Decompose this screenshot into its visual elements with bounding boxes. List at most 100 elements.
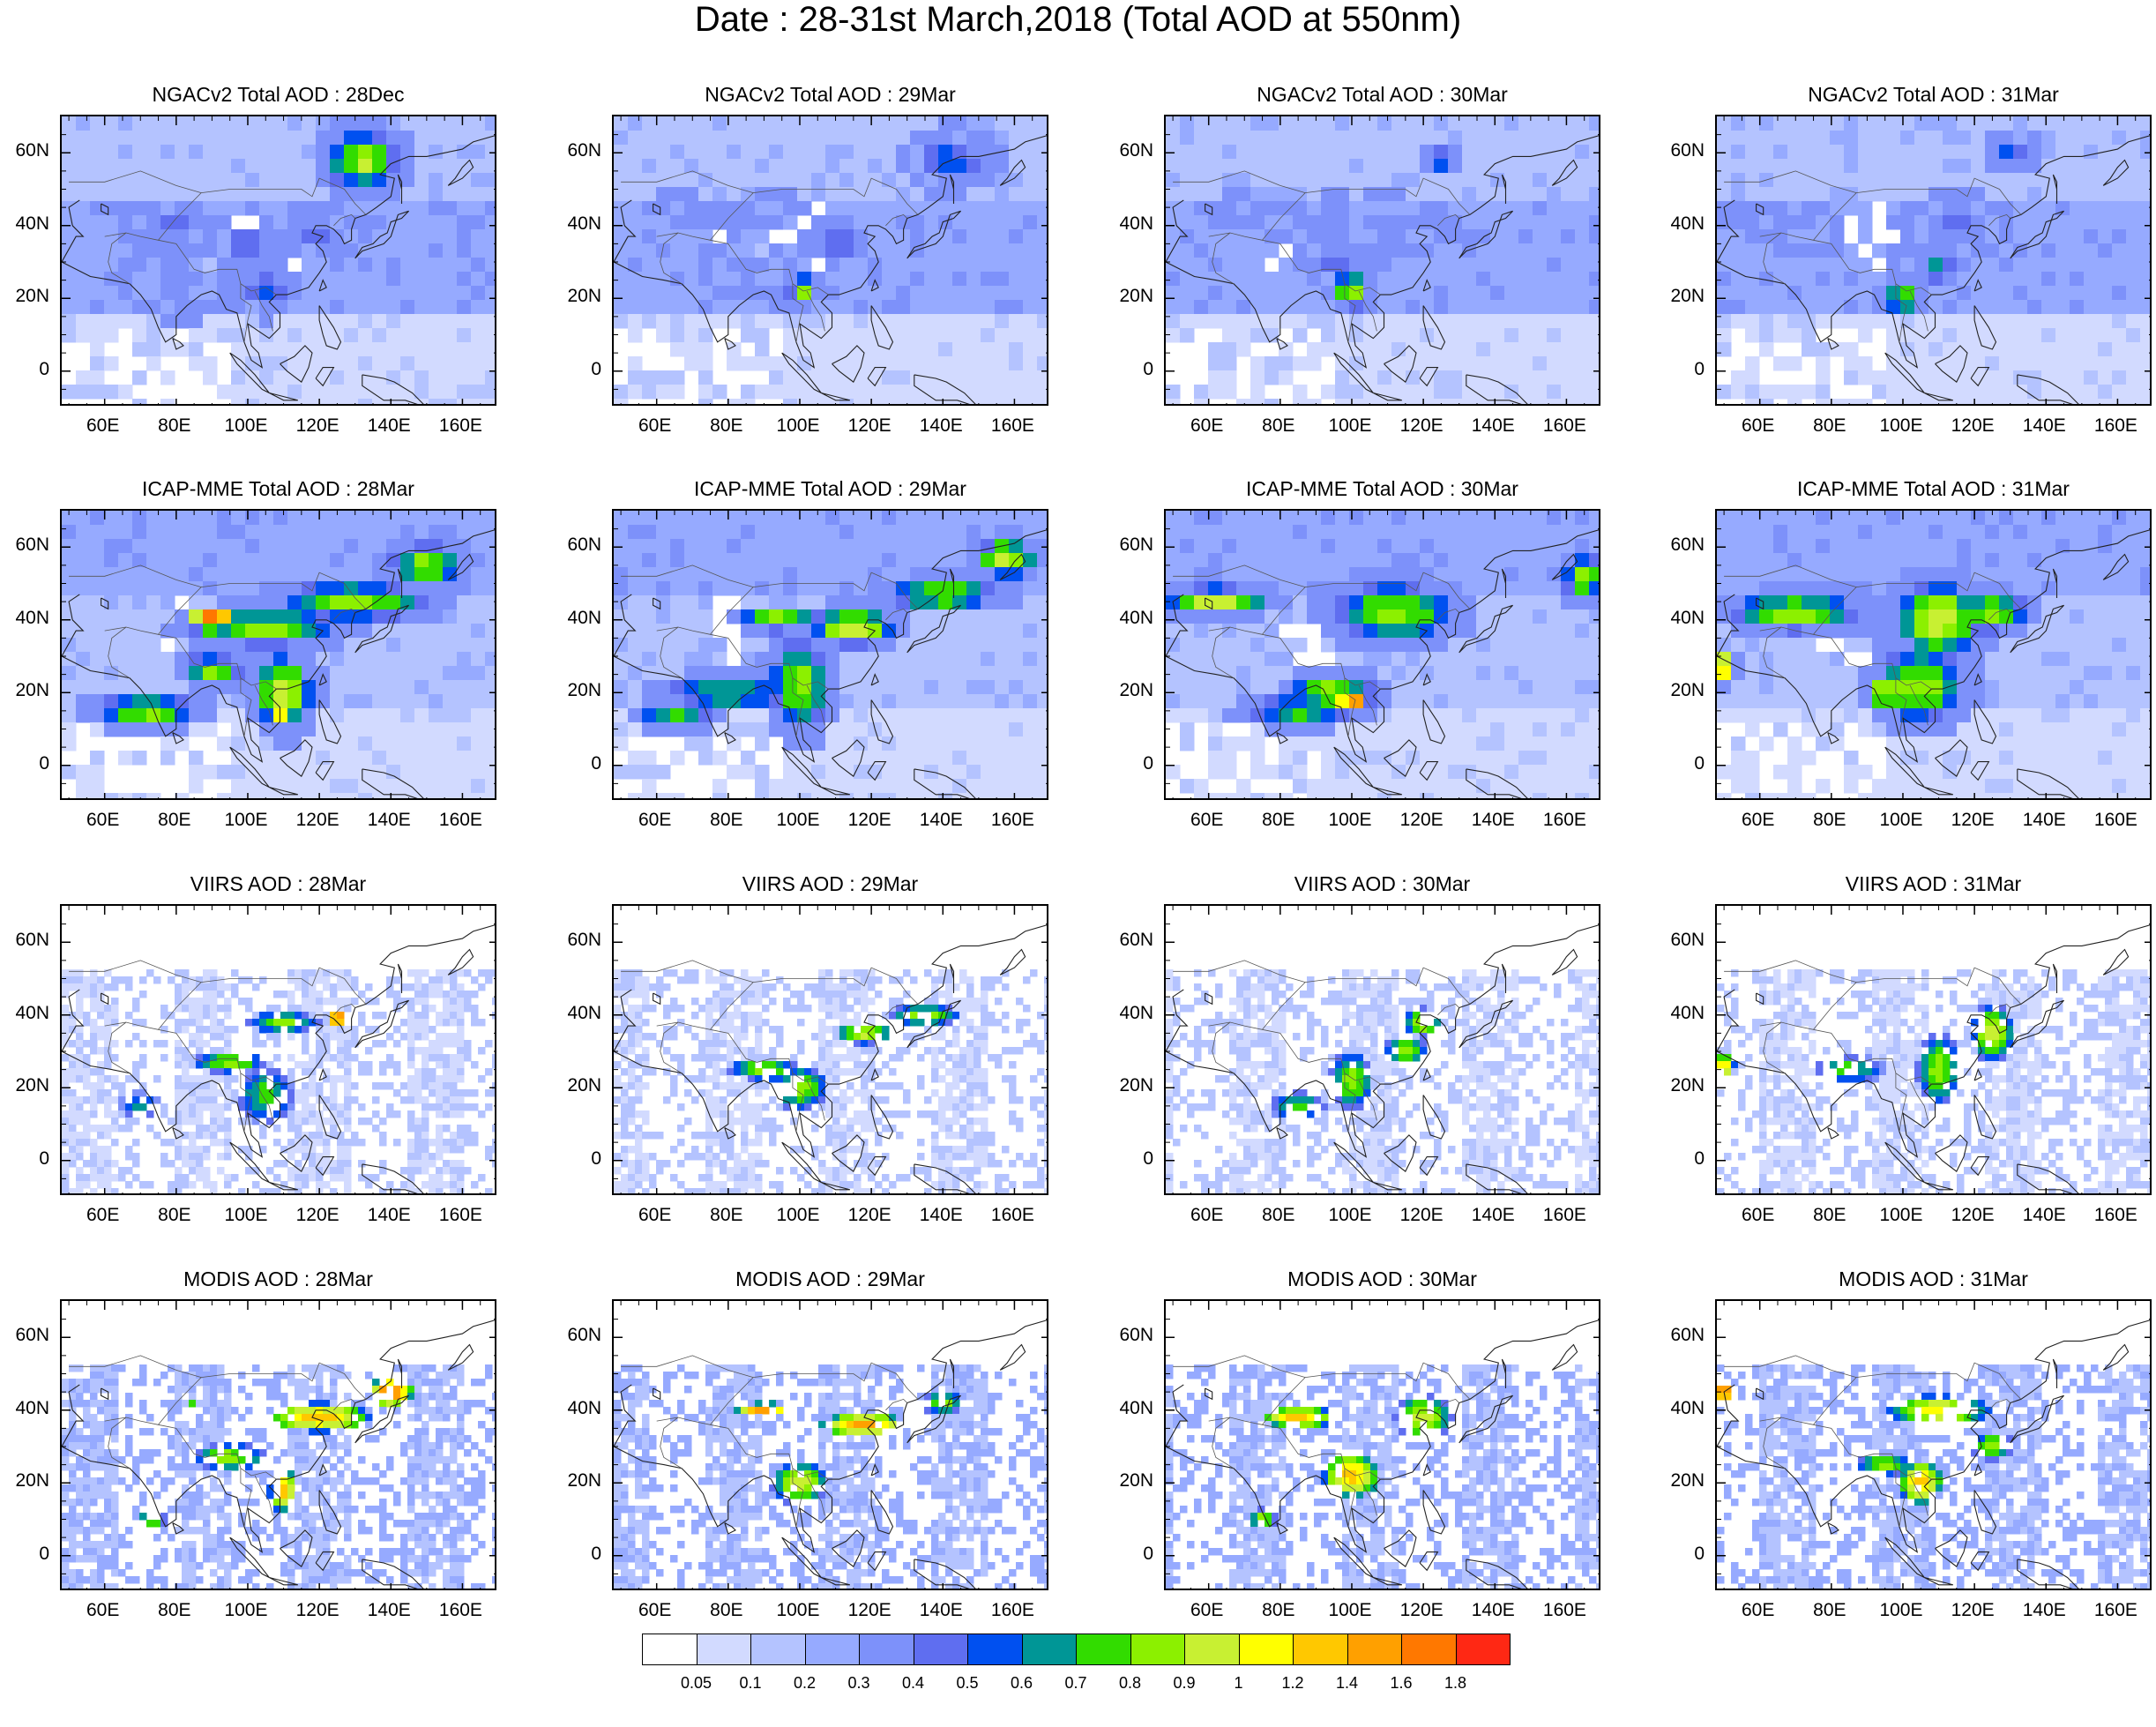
- lat-tick-label: 0: [591, 1543, 601, 1564]
- lat-tick-label: 40N: [1119, 1002, 1153, 1023]
- coastline: [362, 1559, 424, 1589]
- coastline: [2010, 604, 2064, 654]
- country-border: [806, 684, 825, 726]
- coastline: [280, 1529, 313, 1567]
- country-border: [660, 1417, 683, 1469]
- coastline: [280, 1134, 313, 1172]
- country-border: [254, 290, 273, 332]
- colorbar-label: 0.3: [847, 1674, 870, 1692]
- coastline: [397, 568, 403, 598]
- country-border: [885, 608, 907, 621]
- coastline: [101, 597, 109, 610]
- coastline: [101, 992, 109, 1006]
- coastline: [2010, 1394, 2064, 1444]
- coastline: [1970, 761, 1990, 781]
- lon-tick-label: 120E: [1399, 1600, 1444, 1620]
- coastline: [867, 1551, 887, 1572]
- country-border: [660, 626, 683, 679]
- colorbar-label: 0.7: [1064, 1674, 1087, 1692]
- coastline: [318, 1463, 327, 1477]
- lon-tick-label: 160E: [2093, 415, 2137, 436]
- lon-tick-label: 80E: [158, 1600, 191, 1620]
- lat-tick-label: 60N: [567, 1325, 601, 1346]
- coastline: [653, 1387, 661, 1401]
- coastline: [914, 1559, 976, 1589]
- coastline: [1384, 1134, 1417, 1172]
- coastline: [1827, 338, 1839, 350]
- aod-field: [614, 116, 1047, 404]
- lat-tick-label: 40N: [1670, 1397, 1705, 1418]
- colorbar: [642, 1634, 1511, 1665]
- lon-tick-label: 80E: [710, 1205, 743, 1225]
- lat-tick-label: 0: [1694, 1543, 1705, 1564]
- lon-tick-label: 100E: [1328, 810, 1372, 830]
- lon-tick-label: 160E: [990, 1600, 1034, 1620]
- lat-tick-label: 20N: [15, 680, 49, 701]
- coastline: [1717, 989, 1740, 1052]
- coastline: [318, 1095, 342, 1140]
- lon-tick-label: 80E: [1813, 1600, 1846, 1620]
- country-border: [254, 1475, 273, 1516]
- coastline: [653, 992, 661, 1006]
- coastline: [1717, 1320, 2150, 1553]
- aod-field: [62, 906, 495, 1193]
- lon-tick-label: 80E: [710, 415, 743, 436]
- lat-tick-label: 0: [1694, 358, 1705, 379]
- lon-tick-label: 140E: [919, 1205, 963, 1225]
- colorbar-label: 1.6: [1390, 1674, 1413, 1692]
- aod-field: [62, 116, 495, 404]
- coastline: [1756, 1387, 1764, 1401]
- coastline: [318, 305, 342, 350]
- coastline: [1973, 1068, 1982, 1081]
- coastline: [999, 948, 1026, 976]
- lon-tick-label: 60E: [638, 810, 672, 830]
- coastline: [1717, 199, 1740, 263]
- coastline: [1422, 1068, 1431, 1081]
- country-border: [1759, 1417, 1932, 1480]
- lat-tick-label: 0: [39, 1148, 49, 1169]
- coastline: [447, 1343, 474, 1371]
- lon-tick-label: 160E: [1542, 810, 1586, 830]
- coastline: [1373, 786, 1402, 796]
- lon-tick-label: 80E: [710, 1600, 743, 1620]
- lat-tick-label: 0: [591, 752, 601, 774]
- coastline: [1884, 1536, 1925, 1578]
- lon-tick-label: 140E: [367, 1205, 411, 1225]
- coastline: [1924, 392, 1953, 401]
- country-border: [1895, 677, 1907, 736]
- coastline: [1205, 597, 1213, 610]
- map-panel-viirs-4: [1715, 904, 2152, 1195]
- coastline: [447, 553, 474, 580]
- coastline: [2010, 999, 2064, 1049]
- coastline: [1422, 1490, 1446, 1535]
- coastline: [1205, 992, 1213, 1006]
- coastline: [229, 1536, 270, 1578]
- coastline: [1884, 1141, 1925, 1183]
- country-border: [1763, 1021, 1786, 1074]
- panel-title: ICAP-MME Total AOD : 31Mar: [1797, 477, 2070, 500]
- lon-tick-label: 160E: [990, 1205, 1034, 1225]
- coastline: [1935, 1134, 1968, 1172]
- country-border: [1344, 283, 1356, 342]
- coastline: [229, 746, 270, 788]
- lat-tick-label: 60N: [1119, 1325, 1153, 1346]
- country-border: [1909, 684, 1928, 726]
- country-border: [1909, 1080, 1928, 1121]
- aod-field: [614, 511, 1047, 798]
- lon-tick-label: 60E: [1742, 1205, 1775, 1225]
- aod-field: [1166, 116, 1599, 404]
- country-border: [104, 1417, 277, 1480]
- lat-tick-label: 20N: [567, 1075, 601, 1096]
- lat-tick-label: 60N: [567, 930, 601, 951]
- country-border: [1358, 290, 1377, 332]
- coastline: [1422, 673, 1431, 686]
- colorbar-swatch: [804, 1634, 860, 1665]
- country-border: [69, 1355, 202, 1378]
- lat-tick-label: 0: [1143, 358, 1153, 379]
- panel-title: VIIRS AOD : 29Mar: [742, 872, 919, 895]
- country-border: [1437, 1003, 1459, 1016]
- country-border: [1895, 283, 1907, 342]
- coastline: [2017, 768, 2079, 798]
- country-border: [656, 1021, 829, 1085]
- country-border: [1724, 1355, 1857, 1378]
